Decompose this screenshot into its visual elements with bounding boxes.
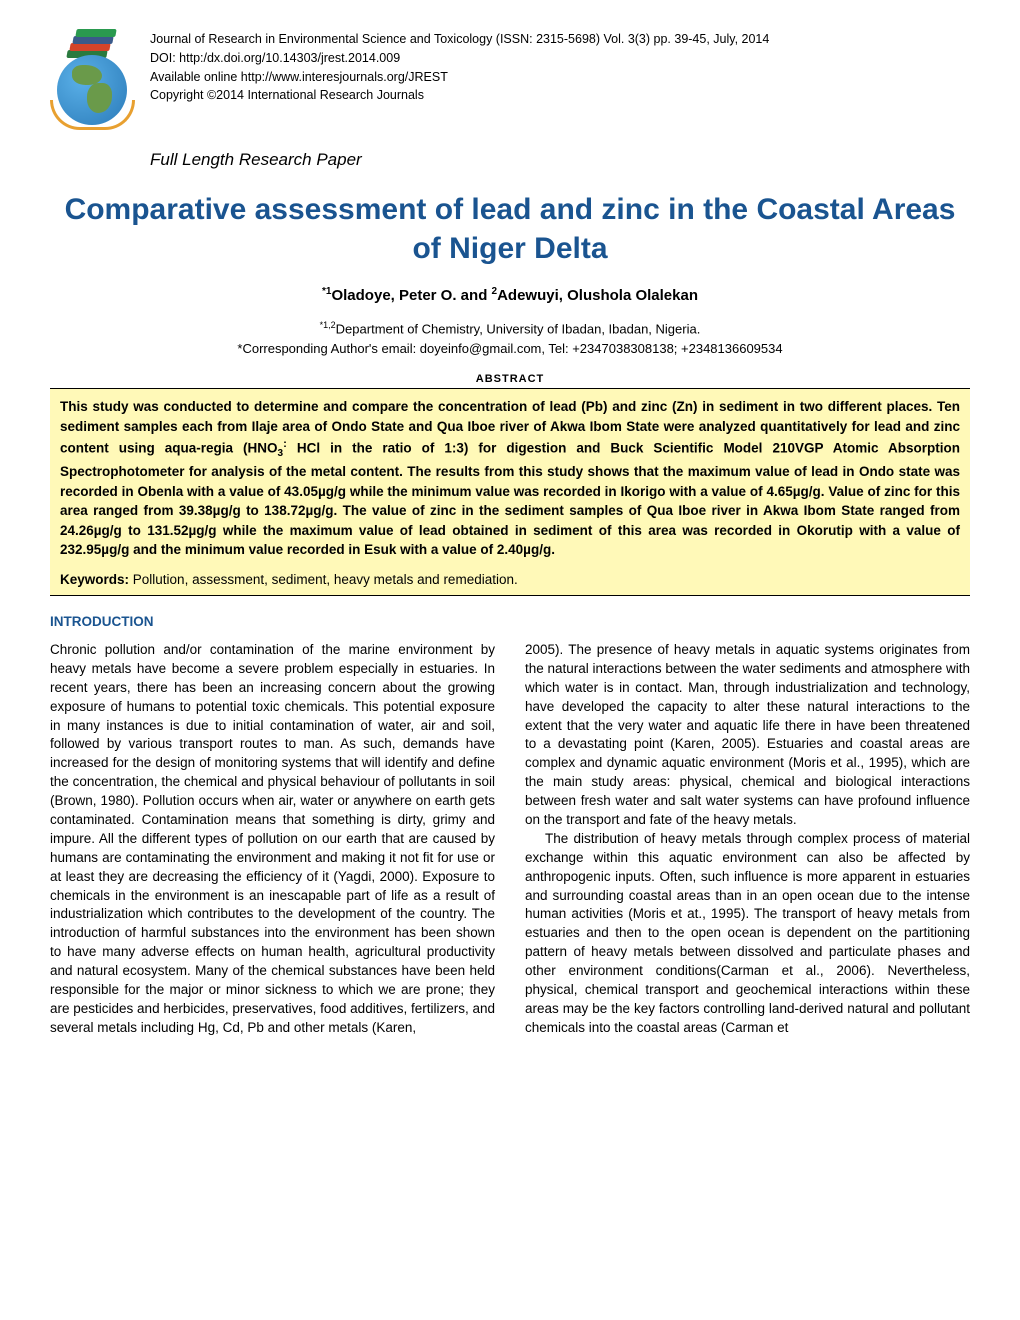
column-right: 2005). The presence of heavy metals in a… (525, 641, 970, 1038)
keywords-line: Keywords: Pollution, assessment, sedimen… (60, 572, 960, 587)
abstract-text: This study was conducted to determine an… (60, 397, 960, 560)
abstract-box: This study was conducted to determine an… (50, 388, 970, 596)
authors-line: *1Oladoye, Peter O. and 2Adewuyi, Olusho… (50, 286, 970, 304)
author1-name: Oladoye, Peter O. and (331, 287, 491, 304)
intro-paragraph-3: The distribution of heavy metals through… (525, 830, 970, 1038)
journal-citation: Journal of Research in Environmental Sci… (150, 30, 769, 49)
journal-info: Journal of Research in Environmental Sci… (150, 30, 769, 105)
author2-name: Adewuyi, Olushola Olalekan (497, 287, 698, 304)
paper-type: Full Length Research Paper (150, 150, 970, 170)
affiliation-text: Department of Chemistry, University of I… (336, 321, 701, 336)
available-online: Available online http://www.interesjourn… (150, 68, 769, 87)
paper-title: Comparative assessment of lead and zinc … (50, 190, 970, 268)
corresponding-author: *Corresponding Author's email: doyeinfo@… (237, 341, 782, 356)
column-left: Chronic pollution and/or contamination o… (50, 641, 495, 1038)
intro-paragraph-1: Chronic pollution and/or contamination o… (50, 641, 495, 1038)
logo-ring-icon (50, 100, 135, 130)
abstract-part2: HCl in the ratio of 1:3) for digestion a… (60, 441, 960, 557)
abstract-label: ABSTRACT (50, 373, 970, 385)
keywords-label: Keywords: (60, 572, 129, 587)
introduction-heading: INTRODUCTION (50, 614, 970, 629)
keywords-text: Pollution, assessment, sediment, heavy m… (129, 572, 518, 587)
doi-line: DOI: http:/dx.doi.org/10.14303/jrest.201… (150, 49, 769, 68)
copyright-line: Copyright ©2014 International Research J… (150, 86, 769, 105)
body-columns: Chronic pollution and/or contamination o… (50, 641, 970, 1038)
header-row: Journal of Research in Environmental Sci… (50, 30, 970, 125)
journal-logo (50, 30, 135, 125)
intro-paragraph-2: 2005). The presence of heavy metals in a… (525, 641, 970, 830)
affiliation-block: *1,2Department of Chemistry, University … (50, 319, 970, 358)
affiliation-sup: *1,2 (320, 320, 336, 330)
